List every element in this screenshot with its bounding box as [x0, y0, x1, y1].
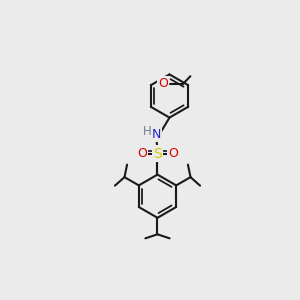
Text: S: S [153, 147, 162, 160]
Text: H: H [143, 124, 152, 138]
Text: O: O [137, 147, 147, 160]
Text: O: O [168, 147, 178, 160]
Text: N: N [151, 128, 161, 141]
Text: O: O [158, 77, 168, 90]
